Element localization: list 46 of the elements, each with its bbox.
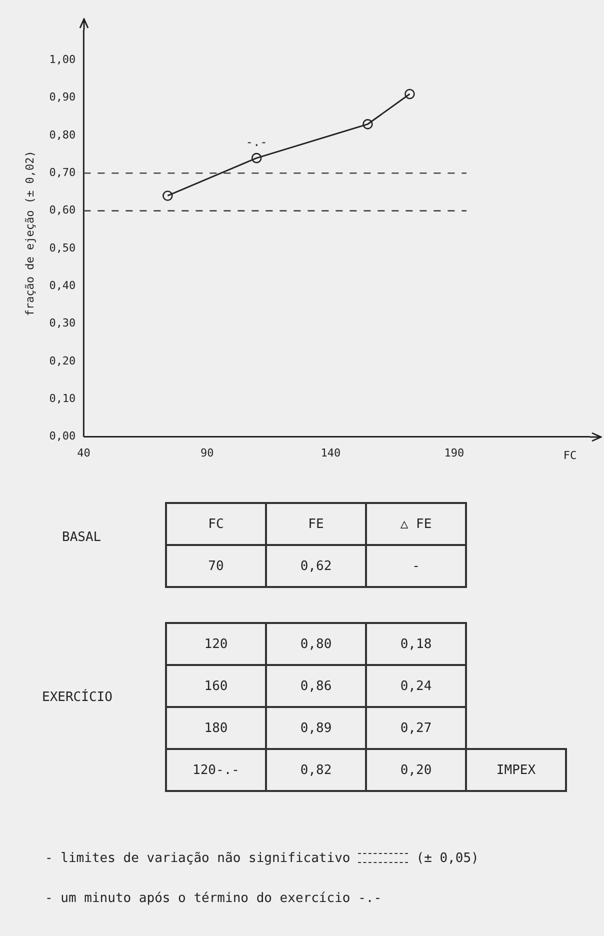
x-tick-label: 90 bbox=[200, 446, 214, 460]
text: △ FE bbox=[366, 503, 466, 545]
text: EXERCÍCIO bbox=[42, 690, 112, 705]
y-tick-label: 1,00 bbox=[49, 52, 76, 66]
text: FC bbox=[166, 503, 266, 545]
x-tick-label: 40 bbox=[77, 446, 90, 460]
text: 0,24 bbox=[366, 665, 466, 707]
y-tick-label: 0,80 bbox=[49, 128, 76, 142]
y-tick-label: 0,40 bbox=[49, 278, 76, 292]
x-tick-label: 140 bbox=[320, 446, 341, 460]
text: 0,82 bbox=[266, 749, 366, 791]
point bbox=[162, 190, 173, 201]
text: - um minuto após o término do exercício -.- bbox=[45, 890, 383, 908]
text: 120 bbox=[166, 623, 266, 665]
annotation: -.- bbox=[246, 135, 268, 150]
text: 120-.- bbox=[166, 749, 266, 791]
y-axis-title: fração de ejeção (± 0,02) bbox=[23, 150, 36, 316]
y-tick-label: 0,20 bbox=[49, 354, 76, 368]
point bbox=[404, 88, 415, 100]
text: 160 bbox=[166, 665, 266, 707]
text: 0,62 bbox=[266, 545, 366, 587]
y-tick-label: 0,00 bbox=[49, 430, 76, 443]
text: 0,89 bbox=[266, 707, 366, 749]
text: FE bbox=[266, 503, 366, 545]
text: - limites de variação não significativo bbox=[45, 850, 350, 866]
x-axis-title: FC bbox=[563, 448, 577, 462]
y-tick-label: 0,30 bbox=[49, 316, 76, 330]
text: (± 0,05) bbox=[416, 850, 479, 866]
point bbox=[362, 119, 373, 130]
text: BASAL bbox=[62, 530, 102, 545]
x-tick-label: 190 bbox=[444, 446, 464, 460]
y-tick-label: 0,90 bbox=[49, 90, 76, 104]
y-tick-label: 0,60 bbox=[49, 204, 76, 217]
text: 0,86 bbox=[266, 665, 366, 707]
text: 0,27 bbox=[366, 707, 466, 749]
text: 180 bbox=[166, 707, 266, 749]
text: 70 bbox=[166, 545, 266, 587]
text: 0,80 bbox=[266, 623, 366, 665]
text: 0,18 bbox=[366, 623, 466, 665]
y-tick-label: 0,50 bbox=[49, 241, 76, 254]
y-tick-label: 0,10 bbox=[49, 392, 76, 405]
text: - bbox=[366, 545, 466, 587]
y-tick-label: 0,70 bbox=[49, 166, 76, 179]
text: 0,20 bbox=[366, 749, 466, 791]
point bbox=[251, 152, 262, 164]
text: IMPEX bbox=[466, 749, 566, 791]
